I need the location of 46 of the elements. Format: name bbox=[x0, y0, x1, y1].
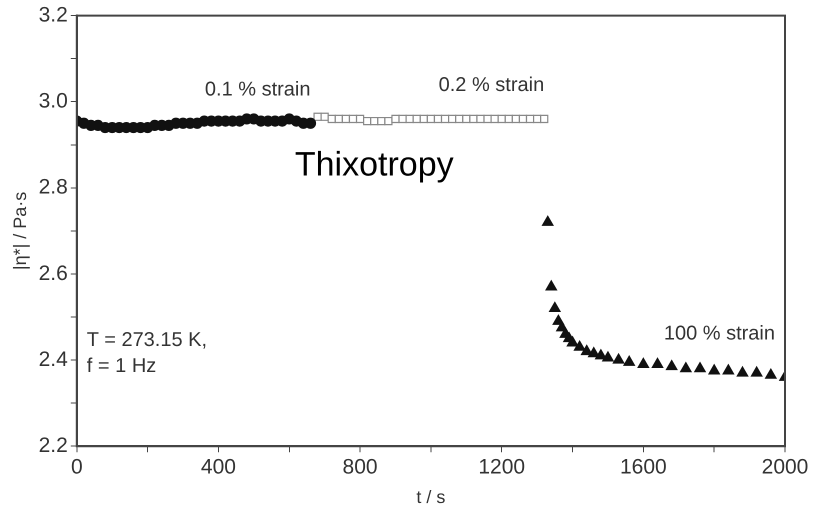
point bbox=[580, 344, 592, 356]
point bbox=[750, 366, 762, 377]
point bbox=[765, 368, 777, 379]
y-tick-label: 2.4 bbox=[38, 348, 68, 371]
point bbox=[377, 116, 386, 126]
x-tick-label: 2000 bbox=[762, 456, 808, 479]
point bbox=[652, 358, 664, 368]
x-tick-label: 1200 bbox=[478, 456, 526, 479]
point bbox=[420, 114, 428, 124]
point bbox=[320, 112, 329, 121]
point bbox=[680, 362, 692, 372]
y-tick-label: 2.6 bbox=[38, 262, 68, 285]
series-label: 100 % strain bbox=[664, 322, 775, 344]
x-tick-label: 400 bbox=[200, 456, 236, 479]
x-tick-label: 1600 bbox=[620, 456, 667, 479]
point bbox=[512, 114, 520, 124]
point bbox=[623, 356, 635, 366]
point bbox=[462, 114, 470, 124]
annotation: T = 273.15 K, bbox=[86, 329, 208, 352]
point bbox=[574, 340, 586, 351]
point bbox=[566, 336, 578, 346]
point bbox=[612, 353, 624, 364]
series-label: 0.1 % strain bbox=[204, 78, 310, 100]
point bbox=[602, 351, 614, 362]
point bbox=[736, 366, 748, 377]
y-axis-title: |η*| / Pa·s bbox=[10, 192, 30, 270]
annotation: Thixotropy bbox=[294, 146, 454, 184]
point bbox=[540, 114, 548, 124]
x-axis-title: t / s bbox=[416, 487, 446, 508]
point bbox=[722, 364, 734, 374]
series-label: 0.2 % strain bbox=[438, 74, 544, 96]
x-tick-label: 0 bbox=[70, 456, 83, 479]
annotation: f = 1 Hz bbox=[86, 355, 156, 378]
point bbox=[334, 114, 343, 124]
y-tick-label: 3.0 bbox=[38, 90, 68, 113]
y-tick-label: 2.8 bbox=[38, 176, 68, 199]
point bbox=[708, 364, 720, 374]
point bbox=[542, 216, 554, 226]
y-tick-label: 3.2 bbox=[38, 3, 68, 26]
point bbox=[694, 362, 706, 372]
point bbox=[638, 358, 650, 368]
point bbox=[549, 302, 561, 312]
point bbox=[666, 360, 678, 370]
point bbox=[545, 280, 558, 290]
y-tick-label: 2.2 bbox=[38, 434, 68, 457]
x-tick-label: 800 bbox=[342, 456, 378, 479]
